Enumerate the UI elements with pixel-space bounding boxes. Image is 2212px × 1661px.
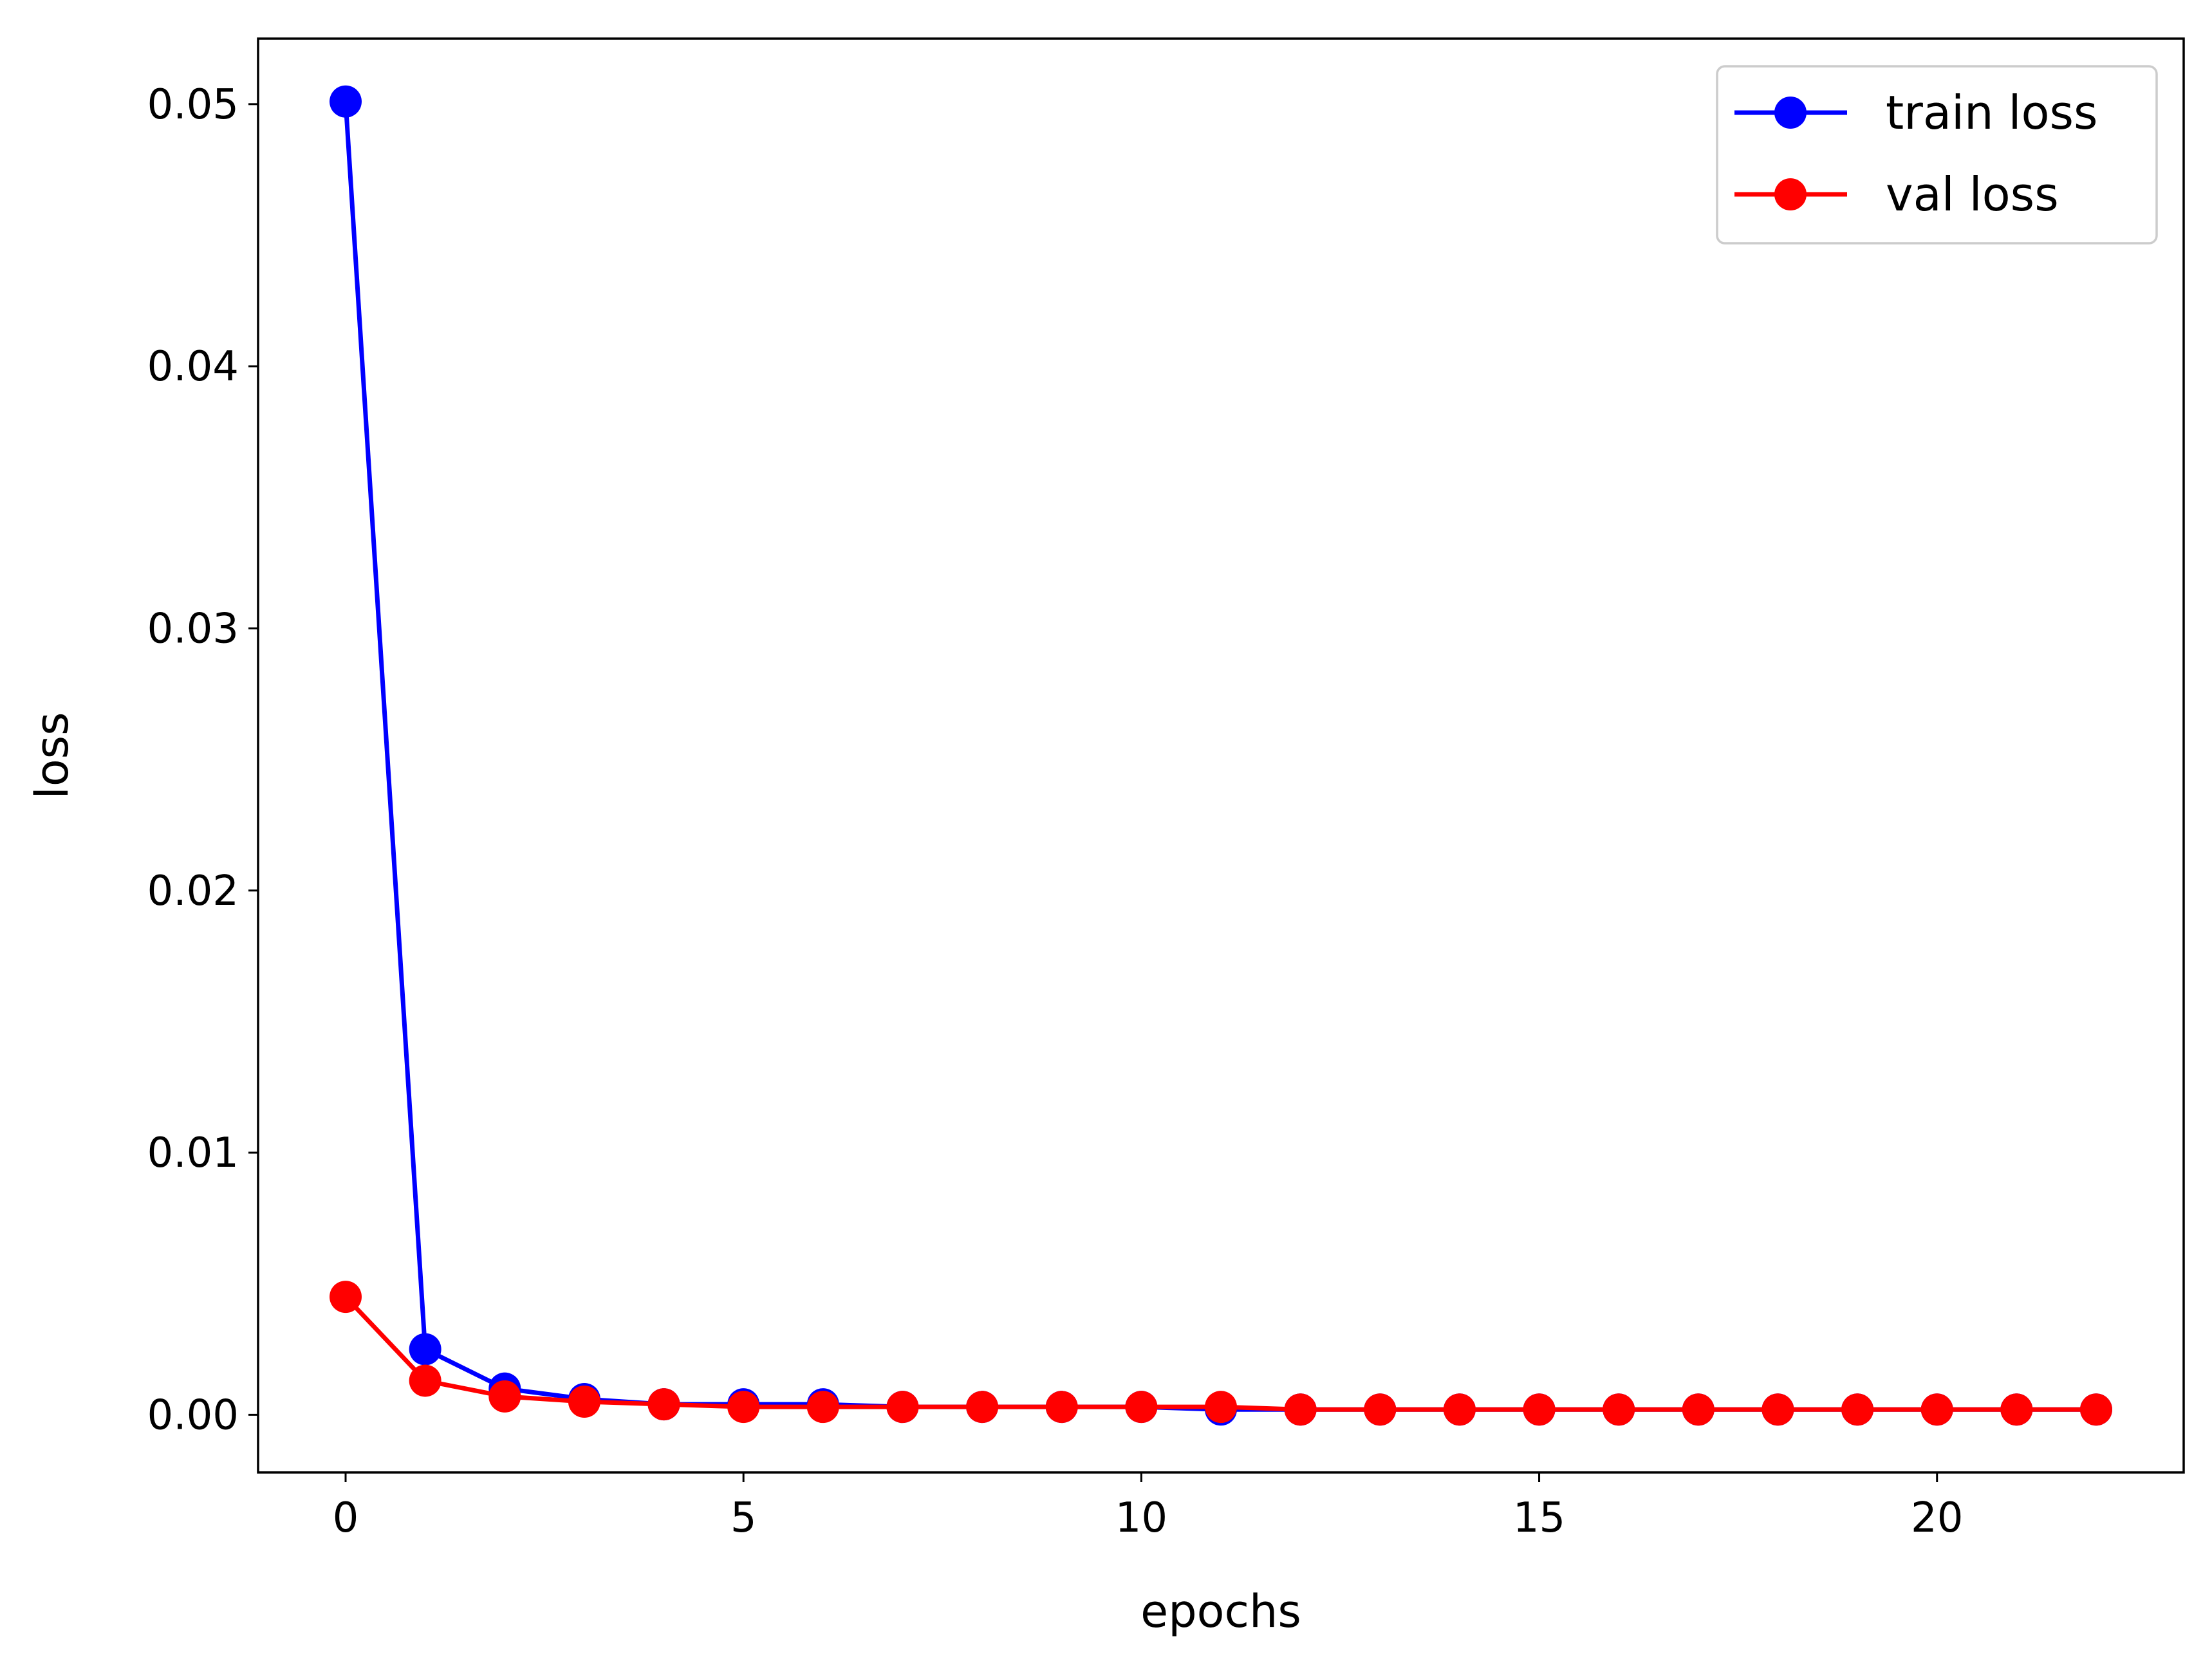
x-tick-label: 20 — [1911, 1494, 1963, 1542]
data-point — [488, 1380, 521, 1413]
legend-label: val loss — [1886, 167, 2059, 221]
legend-label: train loss — [1886, 86, 2098, 140]
x-axis-label: epochs — [1140, 1585, 1301, 1638]
data-point — [1523, 1393, 1556, 1426]
series-val-loss — [330, 1281, 2112, 1426]
x-tick-label: 5 — [730, 1494, 757, 1542]
legend-item: val loss — [1734, 167, 2059, 221]
y-tick-label: 0.00 — [147, 1391, 239, 1439]
x-tick-label: 10 — [1115, 1494, 1167, 1542]
y-tick-label: 0.03 — [147, 605, 239, 653]
data-point — [409, 1364, 441, 1397]
data-point — [1443, 1393, 1476, 1426]
data-point — [806, 1391, 839, 1424]
data-point — [330, 1281, 362, 1313]
data-point — [409, 1333, 441, 1366]
data-point — [2000, 1393, 2033, 1426]
data-point — [1364, 1393, 1397, 1426]
data-point — [647, 1388, 680, 1421]
legend-marker — [1774, 97, 1807, 129]
data-point — [1205, 1391, 1237, 1424]
legend-item: train loss — [1734, 86, 2098, 140]
y-tick-label: 0.02 — [147, 868, 239, 915]
data-point — [1603, 1393, 1635, 1426]
y-tick-label: 0.01 — [147, 1129, 239, 1177]
y-tick-label: 0.04 — [147, 343, 239, 391]
data-point — [568, 1386, 600, 1418]
data-point — [886, 1391, 919, 1424]
data-point — [1841, 1393, 1874, 1426]
data-point — [1920, 1393, 1953, 1426]
legend-marker — [1774, 178, 1807, 210]
legend: train loss val loss — [1716, 65, 2158, 245]
data-point — [330, 85, 362, 118]
data-point — [966, 1391, 999, 1424]
data-point — [1125, 1391, 1158, 1424]
plot-frame — [257, 37, 2185, 1474]
x-tick-label: 15 — [1513, 1494, 1565, 1542]
data-point — [727, 1391, 760, 1424]
data-point — [1761, 1393, 1794, 1426]
x-tick-label: 0 — [333, 1494, 359, 1542]
data-point — [1284, 1393, 1317, 1426]
ticks-layer: 0 5 10 15 20 0.00 0.01 0.02 0.03 0.04 0.05 — [147, 81, 1964, 1542]
data-point — [1682, 1393, 1715, 1426]
series-layer — [330, 85, 2112, 1426]
y-tick-label: 0.05 — [147, 81, 239, 129]
y-axis-label: loss — [26, 712, 79, 799]
data-point — [1045, 1391, 1078, 1424]
data-point — [2080, 1393, 2112, 1426]
